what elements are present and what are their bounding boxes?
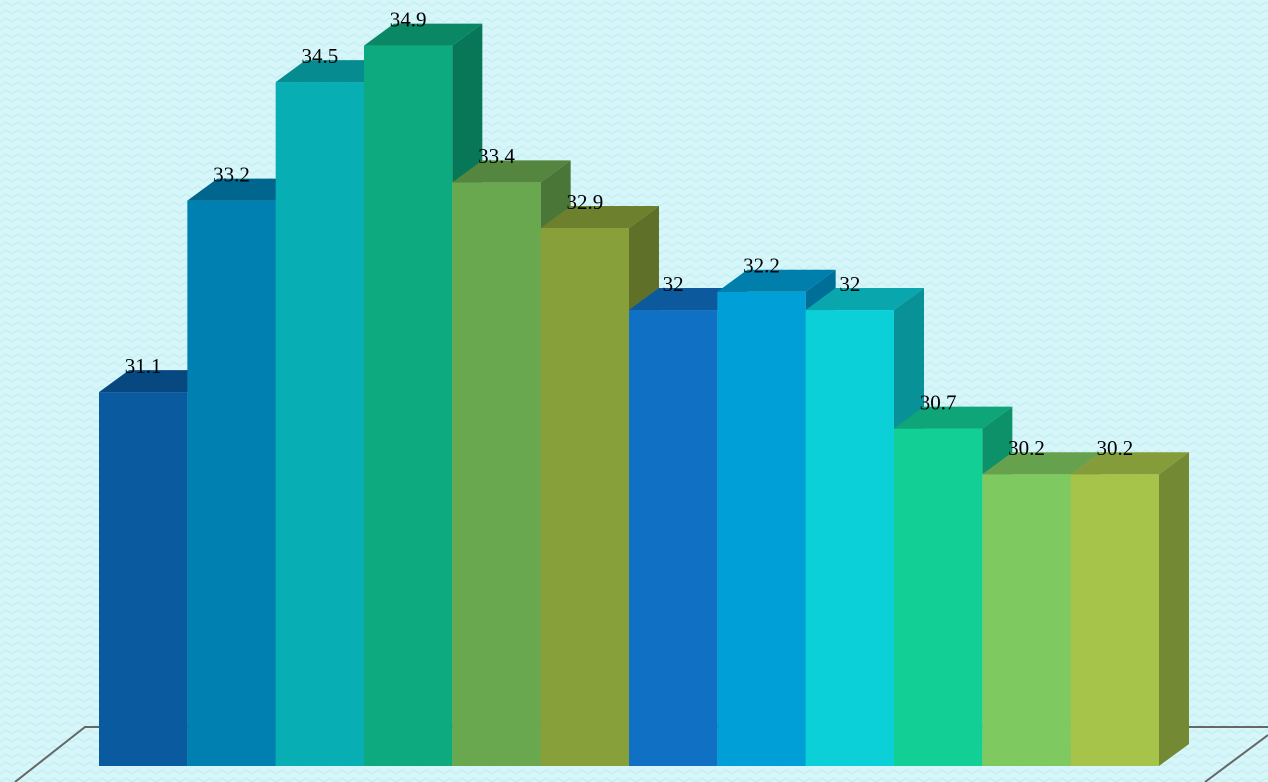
value-label: 33.2 [213, 162, 250, 186]
bar-top [364, 23, 483, 46]
value-label: 32.2 [743, 254, 780, 278]
bar-top [717, 269, 836, 292]
bar [540, 227, 629, 766]
bar-top [894, 406, 1013, 429]
value-label: 32 [663, 272, 684, 296]
bar [717, 291, 806, 766]
bar-top [982, 452, 1101, 475]
value-label: 31.1 [125, 354, 162, 378]
value-label: 34.9 [390, 7, 427, 31]
bar [364, 45, 453, 767]
value-label: 30.2 [1008, 436, 1045, 460]
value-label: 32 [839, 272, 860, 296]
bar-top [805, 288, 924, 311]
value-label: 34.5 [301, 44, 338, 68]
bar [452, 182, 541, 766]
bar [187, 200, 276, 767]
bar [805, 310, 894, 766]
bar [629, 310, 718, 766]
value-label: 30.7 [920, 390, 957, 414]
bar [1070, 474, 1159, 766]
value-label: 32.9 [566, 190, 603, 214]
bar [275, 82, 364, 767]
bar-top [452, 160, 571, 183]
bar-side [1159, 452, 1189, 766]
bar [982, 474, 1071, 766]
bar-top [540, 205, 659, 228]
value-label: 33.4 [478, 144, 515, 168]
bar-top [1070, 452, 1189, 475]
bar [99, 392, 188, 766]
value-label: 30.2 [1096, 436, 1133, 460]
bar [894, 428, 983, 766]
